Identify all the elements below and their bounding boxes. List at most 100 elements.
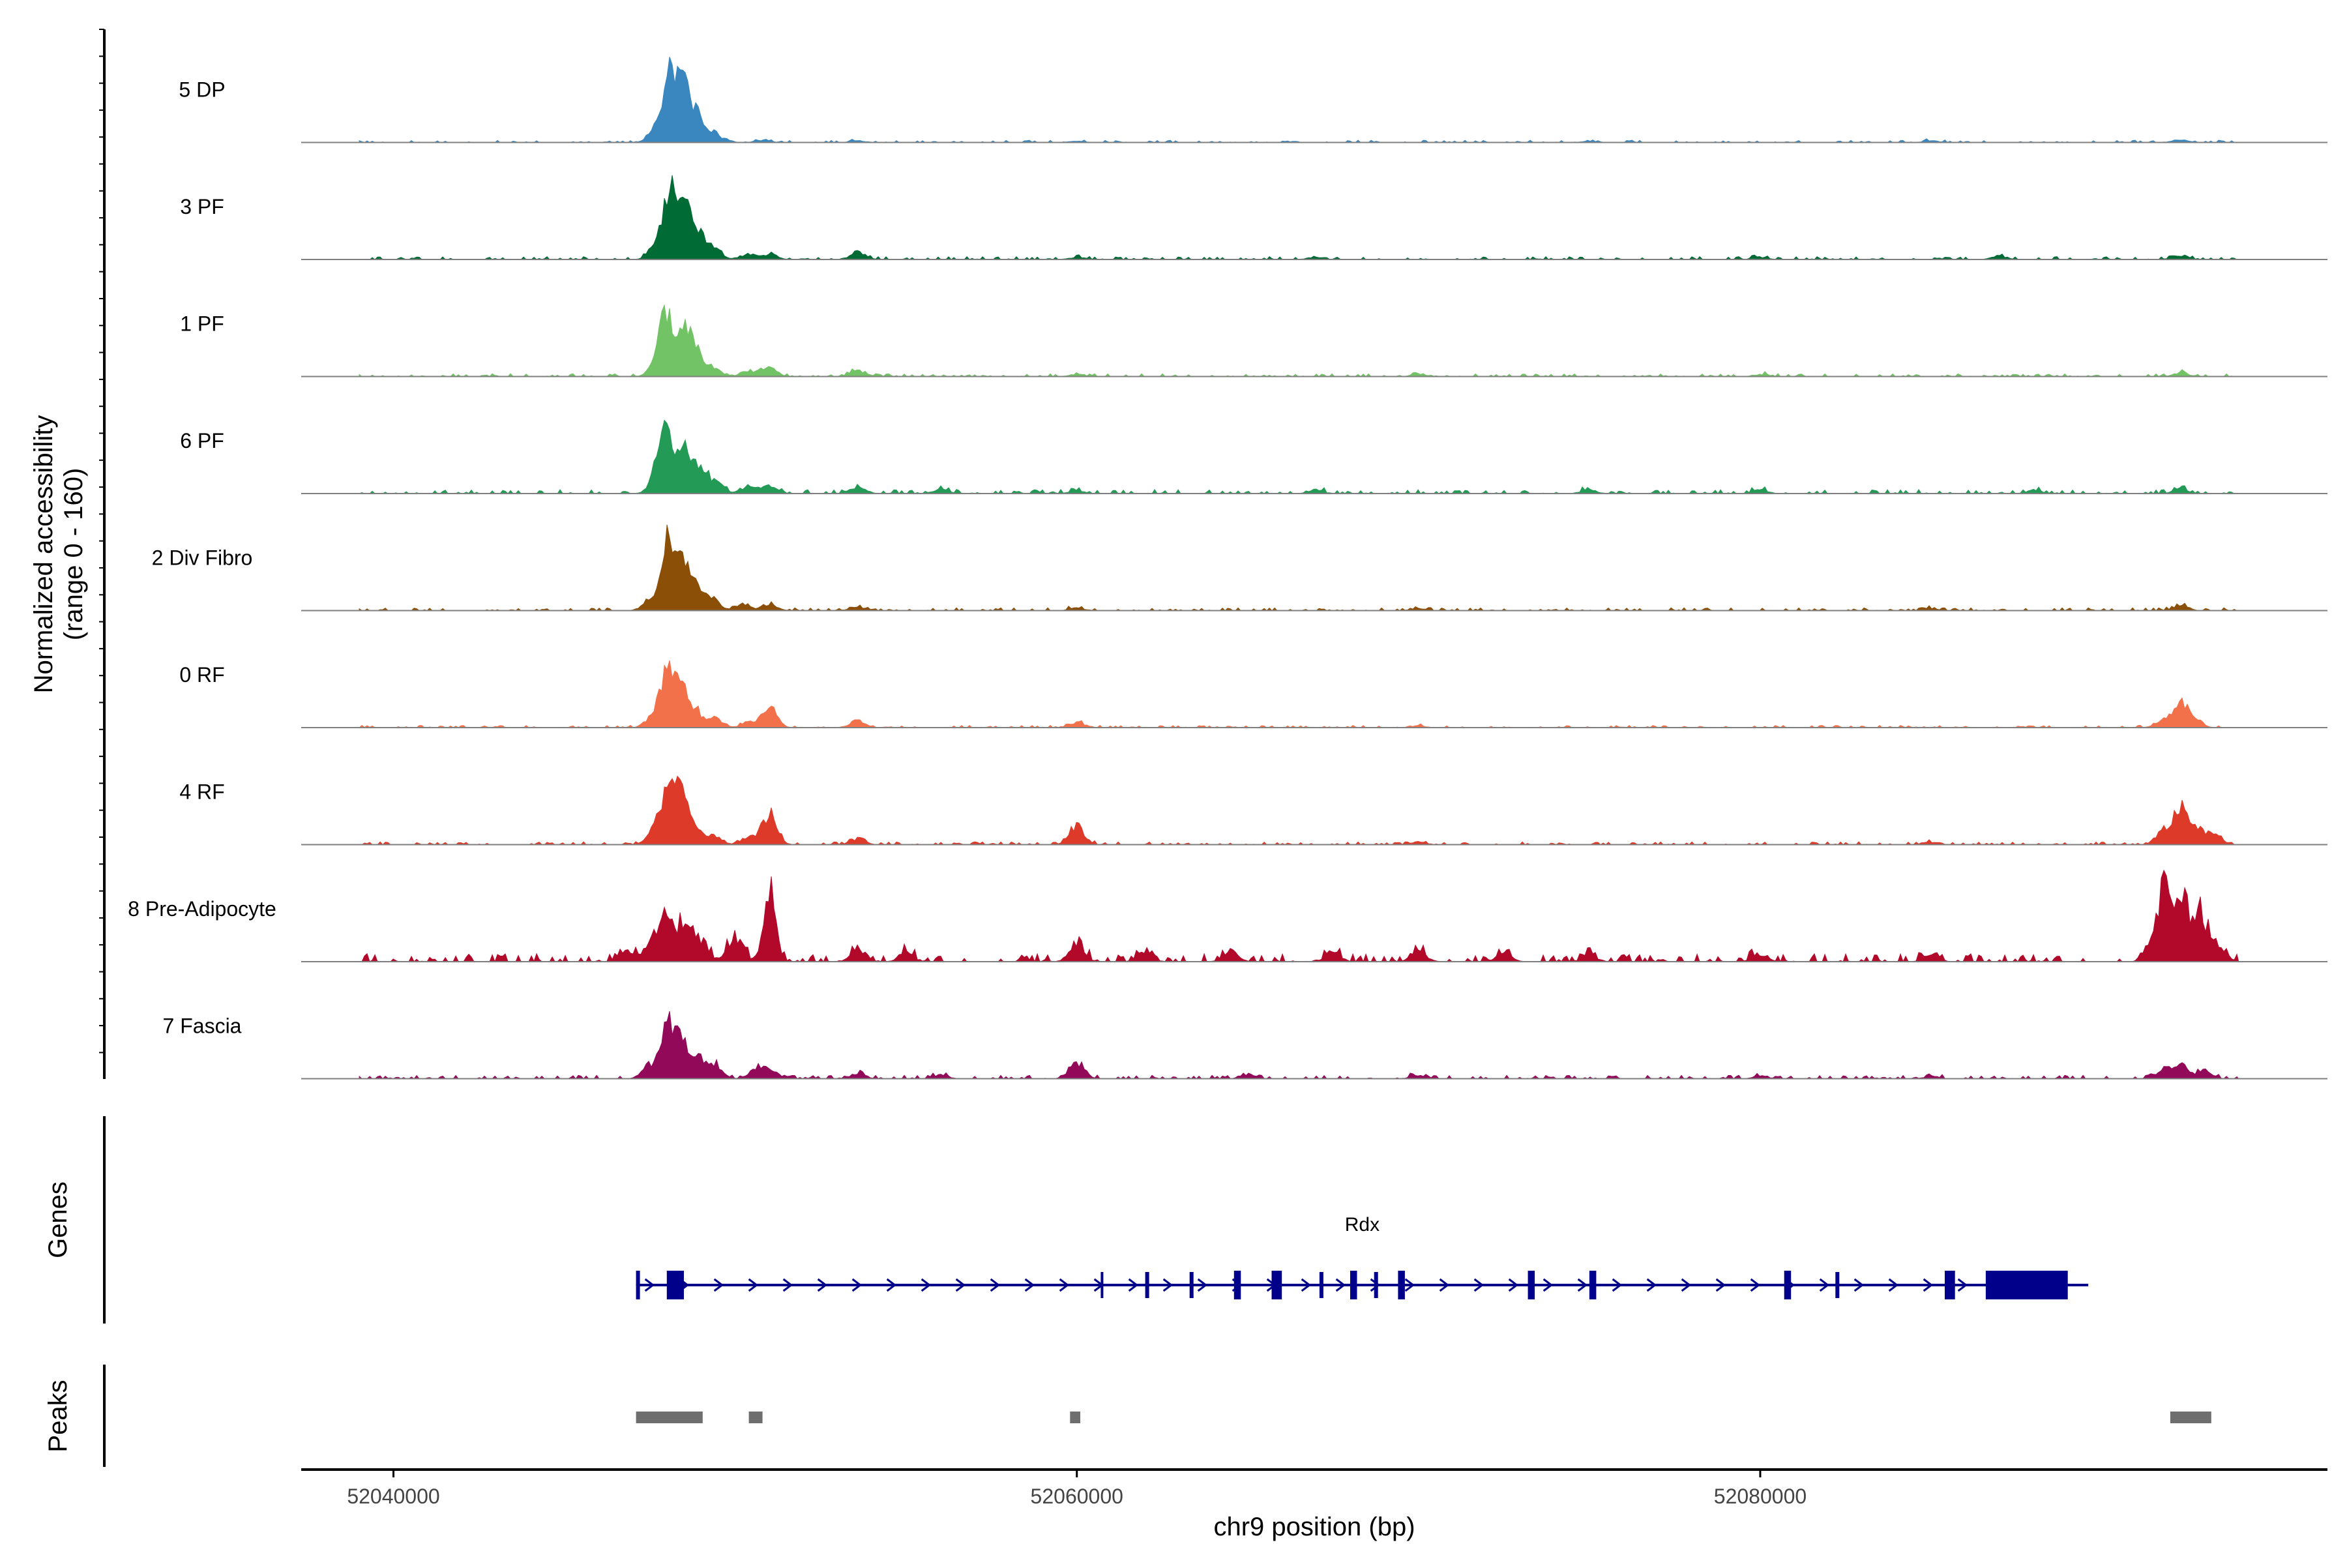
peak-region	[748, 1412, 763, 1423]
strand-arrow	[851, 1278, 863, 1292]
strand-arrow	[713, 1278, 724, 1292]
strand-arrow	[748, 1278, 759, 1292]
strand-arrow	[1335, 1278, 1346, 1292]
x-axis-ticks: 52040000 52060000 52080000	[347, 1470, 1807, 1508]
strand-arrow	[1577, 1278, 1588, 1292]
coverage-area-2	[359, 304, 2239, 377]
track-labels: 5 DP 3 PF 1 PF 6 PF 2 Div Fibro 0 RF 4 RF 8 Pre…	[128, 78, 276, 1038]
strand-arrow	[1473, 1278, 1484, 1292]
coverage-area-8	[359, 1011, 2239, 1080]
strand-arrow	[1404, 1278, 1415, 1292]
strand-arrow	[886, 1278, 897, 1292]
track-7	[301, 869, 2327, 963]
gene-exon	[1945, 1271, 1955, 1299]
x-axis-title: chr9 position (bp)	[1213, 1513, 1415, 1541]
genes-title: Genes	[44, 1181, 72, 1258]
strand-arrow	[955, 1278, 966, 1292]
track-label-2: 1 PF	[180, 312, 224, 336]
y-axis-title: Normalized accessibility (range 0 - 160)	[29, 415, 88, 694]
track-label-7: 8 Pre-Adipocyte	[128, 897, 276, 921]
strand-arrow	[1024, 1278, 1035, 1292]
gene-model: Rdx	[636, 1214, 2089, 1299]
accessibility-y-ticks	[99, 29, 104, 1054]
strand-arrow	[990, 1278, 1001, 1292]
track-label-8: 7 Fascia	[163, 1014, 242, 1038]
strand-arrow	[1439, 1278, 1450, 1292]
track-2	[301, 304, 2327, 377]
gene-exon	[1233, 1271, 1241, 1299]
gene-name: Rdx	[1345, 1214, 1380, 1235]
track-5	[301, 660, 2327, 728]
track-label-0: 5 DP	[179, 78, 225, 102]
peak-regions	[636, 1412, 2211, 1423]
tracks-layer	[301, 57, 2327, 1080]
strand-arrow	[817, 1278, 828, 1292]
gene-exon	[1145, 1272, 1149, 1298]
gene-exon	[1319, 1272, 1323, 1298]
strand-arrow	[1197, 1278, 1208, 1292]
gene-exon	[1985, 1271, 2068, 1299]
x-tick-label: 52060000	[1031, 1485, 1123, 1508]
x-tick-label: 52080000	[1714, 1485, 1807, 1508]
strand-arrow	[644, 1278, 655, 1292]
gene-exon	[666, 1271, 684, 1299]
strand-arrow	[1957, 1278, 1968, 1292]
gene-exon	[1374, 1272, 1378, 1298]
gene-exon	[1271, 1271, 1282, 1299]
strand-arrow	[1923, 1278, 1934, 1292]
gene-exon	[636, 1271, 640, 1299]
coverage-area-7	[359, 869, 2239, 963]
peak-region	[636, 1412, 703, 1423]
track-label-6: 4 RF	[179, 780, 224, 804]
track-1	[301, 175, 2327, 260]
strand-arrow	[1508, 1278, 1519, 1292]
track-label-4: 2 Div Fibro	[152, 546, 253, 570]
x-tick-label: 52040000	[347, 1485, 439, 1508]
track-8	[301, 1011, 2327, 1080]
track-6	[301, 775, 2327, 846]
peaks-title: Peaks	[44, 1380, 72, 1452]
coverage-area-4	[359, 524, 2239, 612]
coverage-area-6	[359, 775, 2239, 846]
coverage-area-1	[359, 175, 2239, 260]
track-0	[301, 57, 2327, 143]
strand-arrow	[1370, 1278, 1381, 1292]
track-label-1: 3 PF	[180, 195, 224, 218]
gene-exon	[1398, 1271, 1405, 1299]
strand-arrow	[1819, 1278, 1830, 1292]
track-4	[301, 524, 2327, 612]
peak-region	[1070, 1412, 1080, 1423]
strand-arrow	[1853, 1278, 1865, 1292]
strand-arrow	[1681, 1278, 1692, 1292]
y-axis-title-line1: Normalized accessibility	[29, 415, 58, 694]
strand-arrow	[921, 1278, 932, 1292]
track-label-3: 6 PF	[180, 429, 224, 452]
gene-exon	[1350, 1271, 1357, 1299]
strand-arrow	[1059, 1278, 1070, 1292]
strand-arrow	[1128, 1278, 1139, 1292]
peak-region	[2170, 1412, 2211, 1423]
gene-exon	[1189, 1272, 1194, 1298]
y-axis-title-line2: (range 0 - 160)	[59, 468, 88, 641]
strand-arrow	[1543, 1278, 1554, 1292]
gene-exon	[1835, 1272, 1840, 1298]
track-label-5: 0 RF	[179, 663, 224, 687]
gene-exon	[1528, 1271, 1535, 1299]
gene-exon	[1100, 1272, 1104, 1298]
coverage-area-5	[359, 660, 2239, 728]
strand-arrow	[1301, 1278, 1312, 1292]
strand-arrow	[1888, 1278, 1899, 1292]
strand-arrow	[1612, 1278, 1623, 1292]
strand-arrow	[1646, 1278, 1657, 1292]
strand-arrow	[1162, 1278, 1174, 1292]
gene-exon	[1784, 1271, 1792, 1299]
coverage-area-0	[359, 57, 2239, 143]
coverage-area-3	[359, 419, 2239, 494]
gene-exon	[1589, 1271, 1597, 1299]
strand-arrow	[782, 1278, 793, 1292]
strand-arrow	[1750, 1278, 1761, 1292]
strand-arrow	[1715, 1278, 1726, 1292]
track-3	[301, 419, 2327, 494]
